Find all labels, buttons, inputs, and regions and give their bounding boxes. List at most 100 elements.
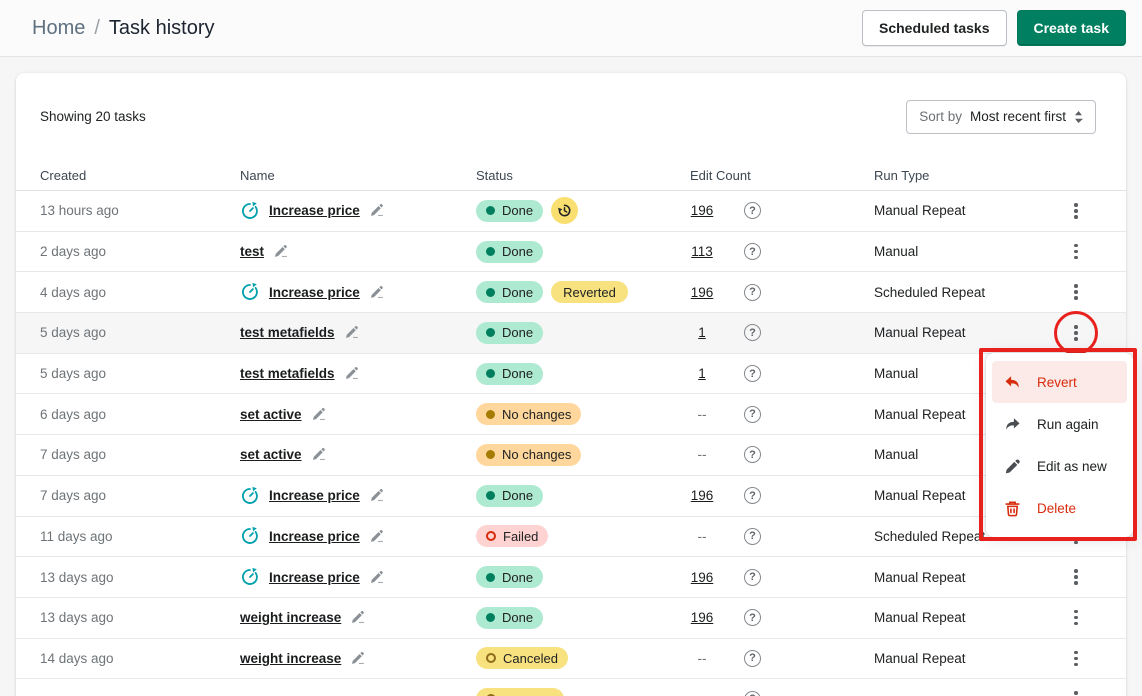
menu-item-revert[interactable]: Revert [992, 361, 1127, 403]
edit-count-link[interactable]: 196 [690, 610, 714, 626]
task-history-card: Showing 20 tasks Sort by Most recent fir… [16, 73, 1126, 696]
edit-name-icon[interactable] [350, 610, 365, 625]
name-cell: set active [240, 407, 476, 422]
kebab-menu-button[interactable] [1067, 690, 1085, 696]
edit-name-icon[interactable] [369, 203, 384, 218]
task-name-link[interactable]: Increase price [269, 203, 360, 219]
status-dot-icon [486, 450, 495, 460]
edit-count-cell: 196 ? [690, 568, 874, 586]
edit-count-link[interactable]: 196 [690, 203, 714, 219]
status-label: Done [502, 325, 534, 341]
table-row[interactable]: 11 days ago Increase price [16, 517, 1126, 558]
task-name-link[interactable]: set active [240, 447, 302, 463]
task-name-link[interactable]: Increase price [269, 528, 360, 544]
help-icon[interactable]: ? [744, 202, 761, 220]
edit-count-link[interactable]: 196 [690, 284, 714, 300]
edit-name-icon[interactable] [369, 529, 384, 544]
status-cell: Done [476, 197, 690, 225]
kebab-menu-button[interactable] [1067, 649, 1085, 667]
status-badge: Done [476, 606, 544, 629]
kebab-menu-button[interactable] [1067, 609, 1085, 627]
help-icon[interactable]: ? [744, 649, 761, 667]
kebab-menu-button[interactable] [1067, 202, 1085, 220]
task-name-link[interactable]: weight increase [240, 650, 342, 666]
table-row[interactable]: 13 hours ago Increase price [16, 191, 1126, 232]
kebab-menu-button[interactable] [1067, 283, 1085, 301]
edit-count-link[interactable]: 196 [690, 488, 714, 504]
help-icon[interactable]: ? [744, 527, 761, 545]
create-task-button[interactable]: Create task [1016, 10, 1126, 46]
edit-name-icon[interactable] [350, 651, 365, 666]
status-badge: Done [476, 321, 544, 344]
edit-count-link[interactable]: -- [697, 406, 707, 422]
task-name-link[interactable]: Increase price [269, 488, 360, 504]
help-icon[interactable]: ? [744, 568, 761, 586]
status-dot-icon [486, 613, 495, 623]
menu-item-run-again[interactable]: Run again [992, 403, 1127, 445]
table-row[interactable]: 13 days ago weight increase [16, 598, 1126, 639]
table-row[interactable]: 4 days ago Increase price [16, 272, 1126, 314]
task-name-link[interactable]: test metafields [240, 366, 335, 382]
table-row[interactable]: 13 days ago Increase price [16, 557, 1126, 598]
edit-count-link[interactable]: 196 [690, 569, 714, 585]
table-row[interactable]: 7 days ago set active No [16, 435, 1126, 476]
help-icon[interactable]: ? [744, 283, 761, 301]
table-row[interactable]: 14 days ago weight increase [16, 639, 1126, 680]
kebab-menu-button[interactable] [1067, 324, 1085, 342]
menu-item-delete[interactable]: Delete [992, 487, 1127, 529]
status-cell: Done [476, 606, 690, 629]
task-name-link[interactable]: weight increase [240, 610, 342, 626]
kebab-menu-button[interactable] [1067, 243, 1085, 261]
run-type-cell: Manual [874, 244, 919, 260]
edit-name-icon[interactable] [369, 570, 384, 585]
help-icon[interactable]: ? [744, 405, 761, 423]
status-label: No changes [502, 447, 572, 463]
menu-item-edit-as-new[interactable]: Edit as new [992, 445, 1127, 487]
edit-name-icon[interactable] [273, 244, 288, 259]
edit-name-icon[interactable] [344, 366, 359, 381]
help-icon[interactable]: ? [744, 609, 761, 627]
help-icon[interactable]: ? [744, 365, 761, 383]
edit-name-icon[interactable] [344, 325, 359, 340]
edit-count-link[interactable]: 113 [691, 244, 713, 260]
table-row[interactable]: ? [16, 679, 1126, 696]
sort-select[interactable]: Sort by Most recent first [906, 99, 1096, 134]
help-icon[interactable]: ? [744, 446, 761, 464]
status-badge [476, 688, 564, 696]
scheduled-tasks-button[interactable]: Scheduled tasks [862, 10, 1007, 46]
kebab-cell [1050, 243, 1102, 261]
table-row[interactable]: 5 days ago test metafields [16, 354, 1126, 395]
task-name-link[interactable]: Increase price [269, 284, 360, 300]
help-icon[interactable]: ? [744, 243, 761, 261]
edit-count-link[interactable]: 1 [698, 325, 706, 341]
table-row[interactable]: 6 days ago set active No [16, 394, 1126, 436]
edit-count-link[interactable]: -- [697, 447, 707, 463]
row-actions-menu: Revert Run again Edit as new Delete [986, 353, 1133, 537]
history-badge[interactable] [551, 197, 579, 225]
table-row[interactable]: 5 days ago test metafields [16, 313, 1126, 354]
breadcrumb-home-link[interactable]: Home [32, 16, 86, 39]
status-label: Done [502, 366, 534, 382]
edit-name-icon[interactable] [369, 285, 384, 300]
table-row[interactable]: 2 days ago test Done [16, 232, 1126, 273]
edit-count-link[interactable]: 1 [698, 366, 706, 382]
delete-icon [1004, 500, 1021, 517]
edit-name-icon[interactable] [311, 447, 326, 462]
help-icon[interactable]: ? [744, 324, 761, 342]
edit-name-icon[interactable] [311, 407, 326, 422]
task-name-link[interactable]: set active [240, 406, 302, 422]
task-name-link[interactable]: Increase price [269, 569, 360, 585]
kebab-cell [1050, 324, 1102, 342]
task-name-link[interactable]: test [240, 244, 265, 260]
name-cell: test [240, 244, 476, 259]
status-badge: Done [476, 566, 544, 589]
edit-count-link[interactable]: -- [697, 650, 707, 666]
kebab-menu-button[interactable] [1067, 568, 1085, 586]
run-type-cell: Manual Repeat [874, 203, 966, 219]
help-icon[interactable]: ? [744, 487, 761, 505]
task-name-link[interactable]: test metafields [240, 325, 335, 341]
edit-count-link[interactable]: -- [697, 528, 707, 544]
help-icon[interactable]: ? [744, 690, 761, 696]
table-row[interactable]: 7 days ago Increase price [16, 476, 1126, 517]
edit-name-icon[interactable] [369, 488, 384, 503]
